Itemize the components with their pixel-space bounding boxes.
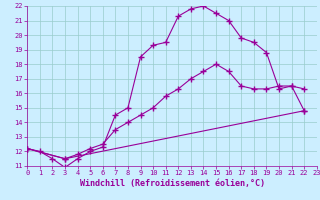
X-axis label: Windchill (Refroidissement éolien,°C): Windchill (Refroidissement éolien,°C) — [79, 179, 265, 188]
